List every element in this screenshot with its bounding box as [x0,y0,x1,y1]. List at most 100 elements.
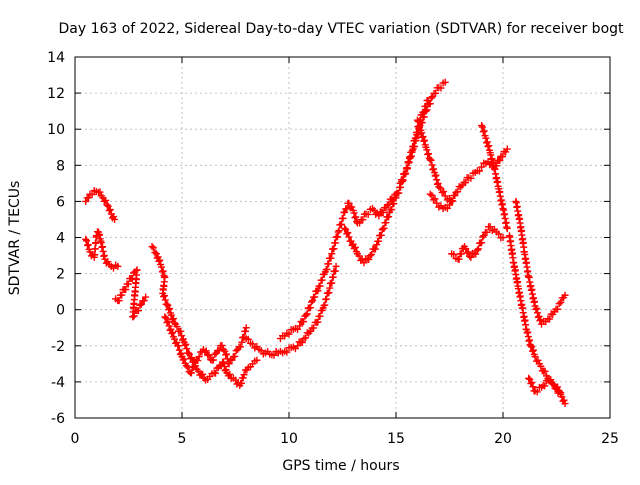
data-point [175,342,183,350]
data-point [482,134,490,142]
data-point [534,356,542,364]
data-point [475,167,483,175]
data-point [428,93,436,101]
data-point [167,325,175,333]
data-point [84,241,92,249]
data-point [148,243,156,251]
data-point [156,256,164,264]
data-point [372,210,380,218]
data-point [426,100,434,108]
data-point [161,313,169,321]
data-point [532,305,540,313]
data-point [503,224,511,232]
data-point [408,152,416,160]
data-point [343,205,351,213]
data-point [226,370,234,378]
data-point [302,334,310,342]
data-point [169,315,177,323]
data-point [163,300,171,308]
data-point [177,349,185,357]
data-point [375,212,383,220]
data-point [124,280,132,288]
data-point [467,253,475,261]
data-point [316,312,324,320]
data-point [327,254,335,262]
data-point [557,389,565,397]
data-point [169,328,177,336]
data-point [440,188,448,196]
chart-title: Day 163 of 2022, Sidereal Day-to-day VTE… [58,21,624,37]
data-point [385,213,393,221]
data-point [431,172,439,180]
data-point [325,289,333,297]
y-tick-label: 8 [56,158,65,174]
data-point [337,220,345,228]
data-point [294,342,302,350]
data-point [474,245,482,253]
data-point [151,248,159,256]
data-point [478,122,486,130]
y-tick-label: -4 [51,375,65,391]
data-point [480,232,488,240]
data-point [416,122,424,130]
data-point [106,206,114,214]
x-axis-label: GPS time / hours [282,458,399,474]
data-point [187,369,195,377]
data-point [351,214,359,222]
data-point [225,360,233,368]
x-tick-label: 15 [387,431,405,447]
data-point [478,239,486,247]
data-point [441,192,449,200]
data-point [561,400,569,408]
data-point [270,351,278,359]
data-point [88,191,96,199]
data-point [473,246,481,254]
data-point [82,235,90,243]
data-point [242,324,250,332]
data-point [129,313,137,321]
data-point [355,252,363,260]
data-point [533,388,541,396]
data-point [364,210,372,218]
data-point [427,94,435,102]
data-point [535,312,543,320]
data-point [424,150,432,158]
axis-ticks: 0 5 10 15 20 25 -6 -4 -2 0 2 4 6 8 10 12 14 [47,50,619,447]
data-point [428,161,436,169]
data-point [352,213,360,221]
data-point [314,318,322,326]
data-point [541,367,549,375]
data-point [339,214,347,222]
data-point [237,379,245,387]
data-point [82,197,90,205]
data-point [328,279,336,287]
data-point [309,297,317,305]
data-point [296,322,304,330]
data-point [335,227,343,235]
data-point [451,192,459,200]
data-point [303,310,311,318]
data-point [236,343,244,351]
data-point [533,304,541,312]
data-point [499,234,507,241]
data-point [432,89,440,97]
data-point [142,293,150,301]
data-point [188,354,196,362]
data-point [431,195,439,203]
data-point [253,356,261,364]
data-point [238,338,246,346]
data-point [472,250,480,258]
y-tick-label: 10 [47,122,65,138]
data-point [373,241,381,249]
data-point [430,165,438,173]
data-point [418,129,426,137]
data-point [495,230,503,238]
data-point [329,273,337,281]
data-point [300,335,308,343]
data-point [356,219,364,227]
data-point [161,296,169,304]
data-point [389,196,397,204]
data-point [366,252,374,260]
data-point [115,297,123,305]
data-point [557,298,565,306]
